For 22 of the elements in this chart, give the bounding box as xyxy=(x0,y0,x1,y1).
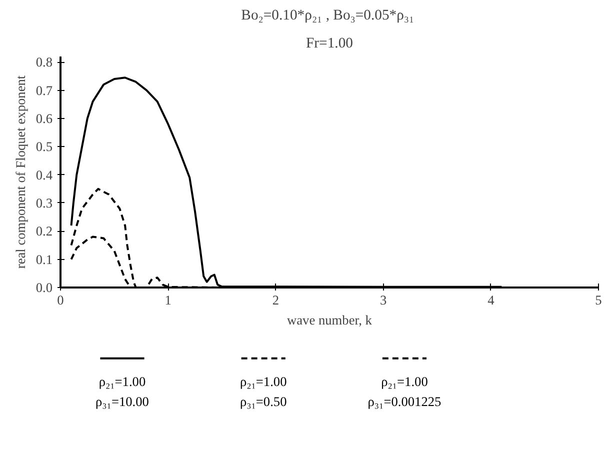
y-axis-title: real component of Floquet exponent xyxy=(12,75,28,269)
y-tick-label: 0.5 xyxy=(36,139,53,154)
y-tick-label: 0.0 xyxy=(36,280,53,295)
x-tick-label: 2 xyxy=(272,292,280,308)
x-tick-label: 0 xyxy=(57,292,64,308)
legend-label: ρ₂₁=1.00 ρ₃₁=0.001225 xyxy=(368,374,442,409)
x-axis-title: wave number, k xyxy=(287,312,372,328)
y-tick-label: 0.7 xyxy=(36,82,53,98)
y-tick-label: 0.1 xyxy=(36,252,53,267)
y-tick-label: 0.3 xyxy=(36,195,53,210)
y-tick-label: 0.6 xyxy=(36,110,53,126)
chart-subtitle: Fr=1.00 xyxy=(306,36,353,52)
y-tick-label: 0.8 xyxy=(36,54,53,70)
x-tick-label: 3 xyxy=(380,292,387,308)
legend-label: ρ₂₁=1.00 ρ₃₁=10.00 xyxy=(96,374,150,409)
x-tick-label: 4 xyxy=(488,292,495,308)
chart-title: Bo₂=0.10*ρ₂₁ , Bo₃=0.05*ρ₃₁ xyxy=(241,8,414,24)
legend-label: ρ₂₁=1.00 ρ₃₁=0.50 xyxy=(240,374,288,409)
y-tick-label: 0.2 xyxy=(36,224,53,239)
x-tick-label: 1 xyxy=(164,292,172,308)
y-tick-label: 0.4 xyxy=(36,167,53,182)
x-tick-label: 5 xyxy=(595,292,602,308)
